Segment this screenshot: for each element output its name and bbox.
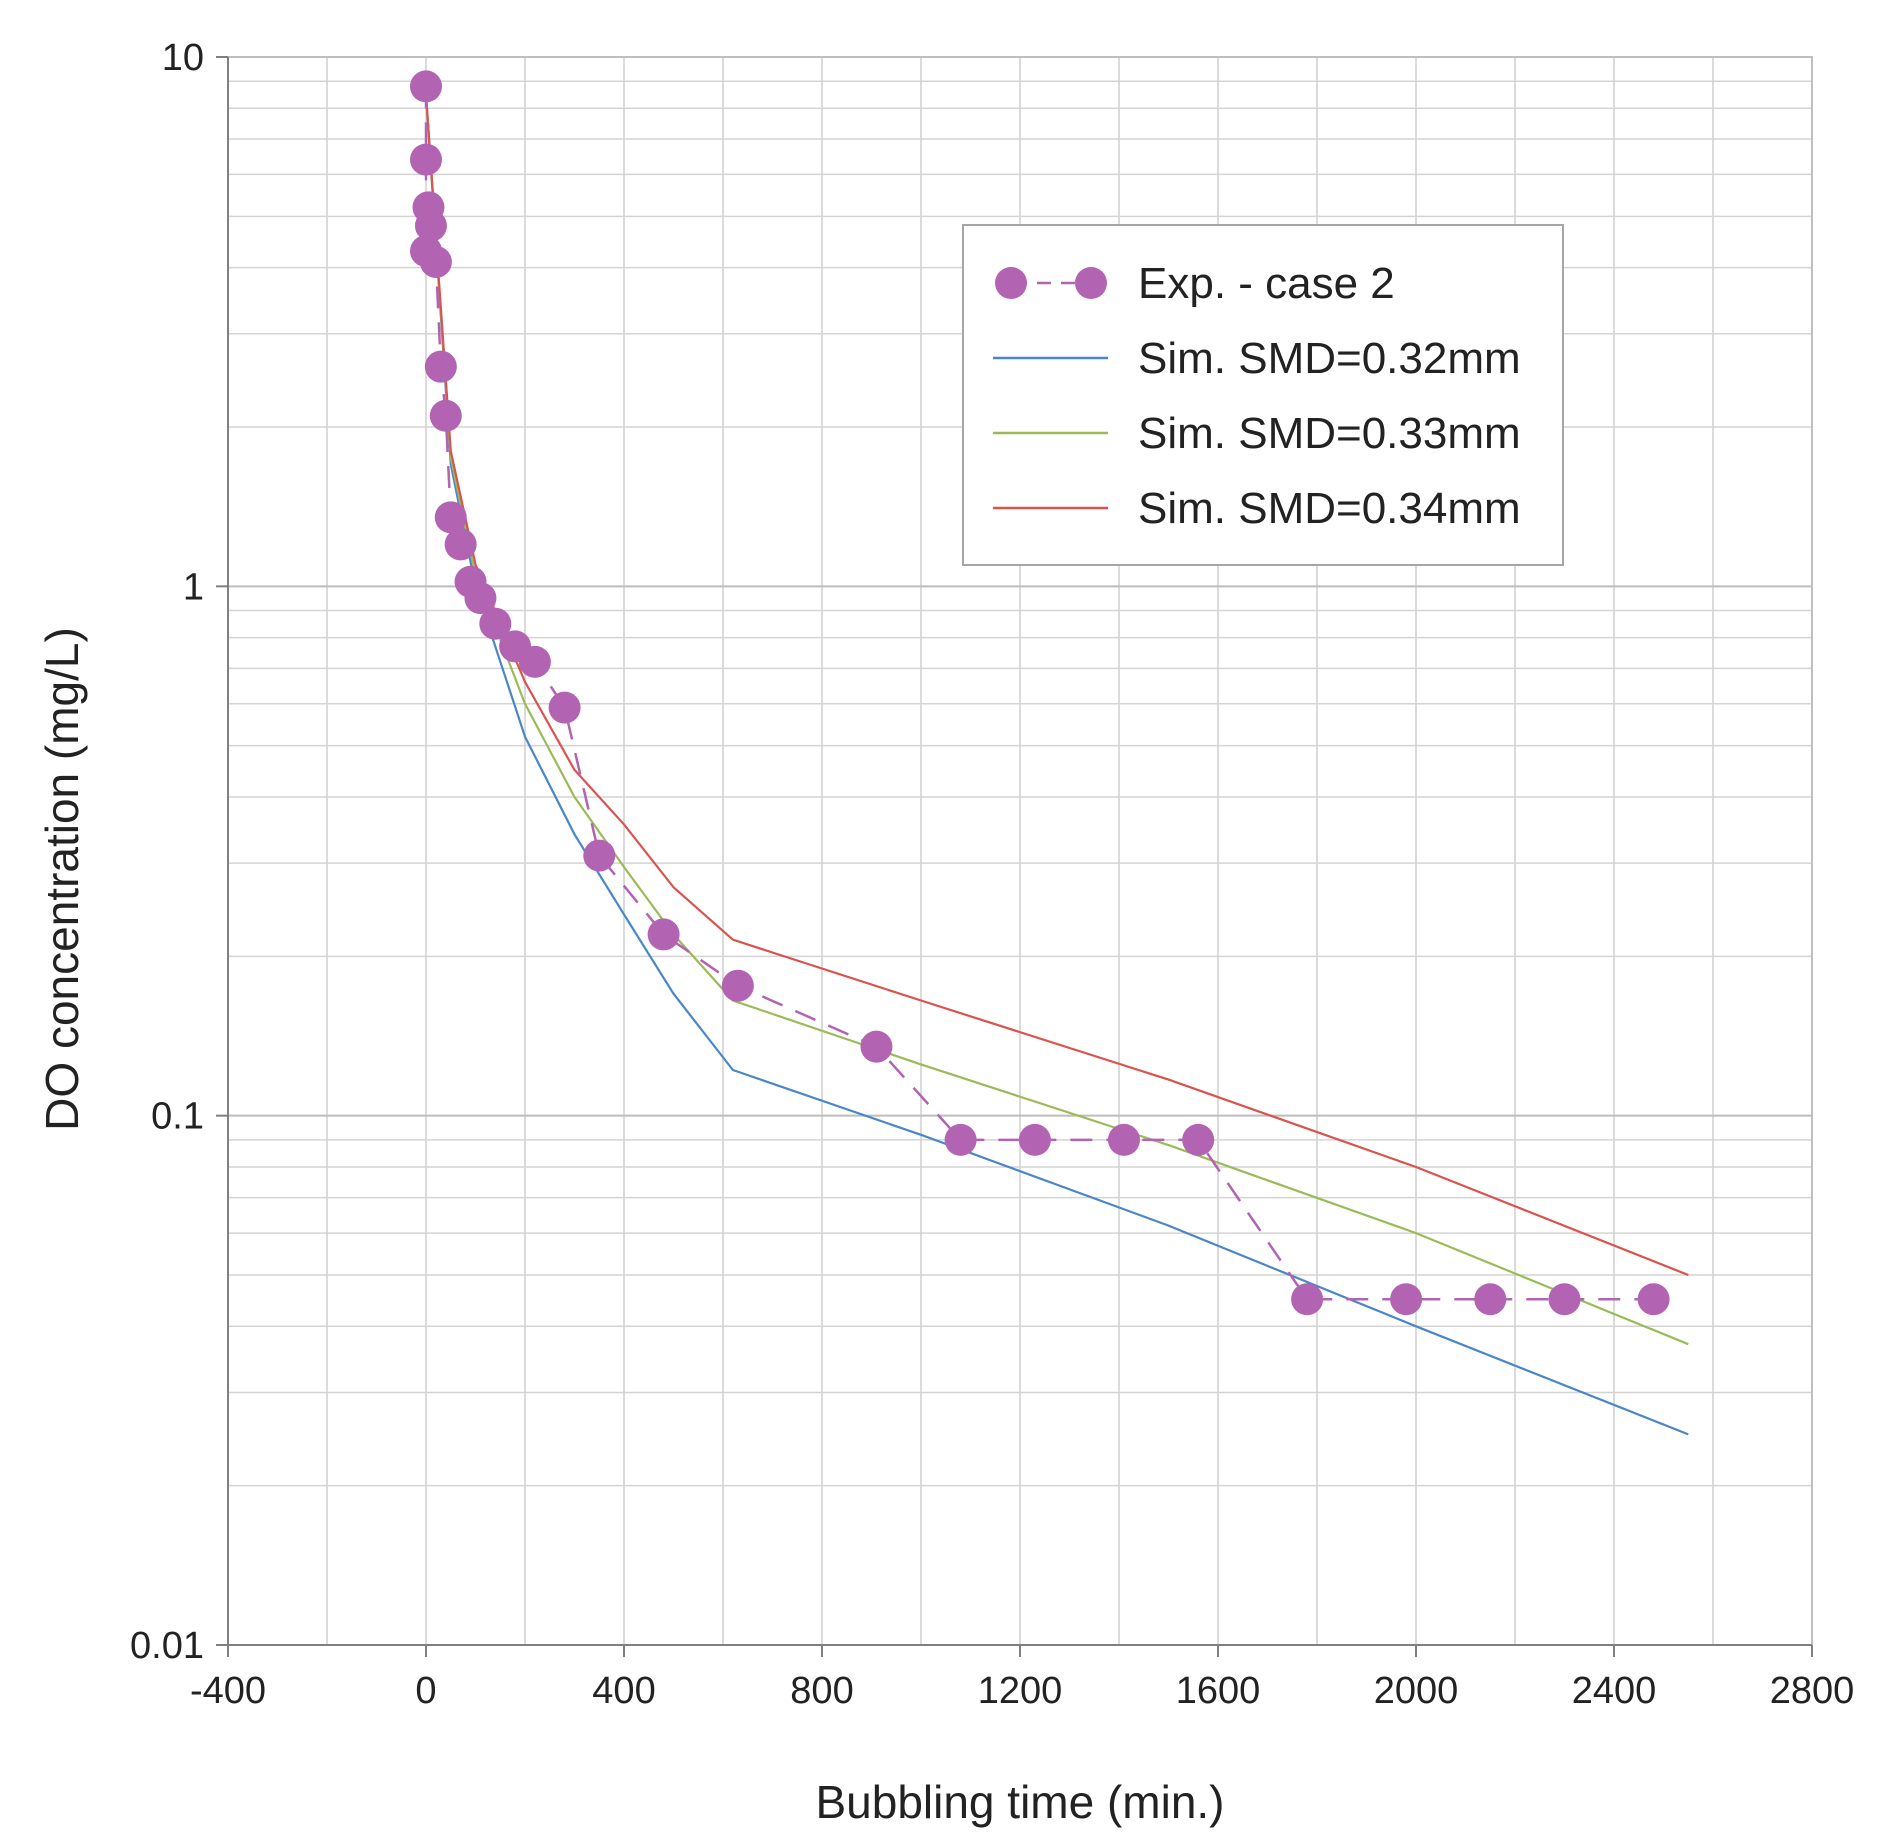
legend-label: Exp. - case 2 bbox=[1138, 259, 1395, 308]
exp-data-point bbox=[429, 399, 462, 432]
y-tick-label: 10 bbox=[162, 37, 204, 79]
exp-data-point bbox=[434, 501, 467, 534]
exp-data-point bbox=[414, 209, 447, 242]
y-tick-label: 0.1 bbox=[151, 1096, 204, 1138]
exp-data-point bbox=[464, 582, 497, 615]
exp-data-point bbox=[479, 607, 512, 640]
legend: Exp. - case 2 Sim. SMD=0.32mm Sim. SMD=0.3… bbox=[962, 224, 1564, 566]
x-tick-label: 0 bbox=[415, 1670, 436, 1712]
exp-data-point bbox=[410, 70, 442, 103]
exp-data-point bbox=[1548, 1283, 1581, 1316]
legend-swatch-marker bbox=[1075, 267, 1107, 299]
exp-data-point bbox=[1390, 1283, 1423, 1316]
x-tick-label: 1200 bbox=[978, 1670, 1063, 1712]
exp-data-point bbox=[410, 143, 442, 176]
exp-data-point bbox=[419, 245, 452, 278]
exp-data-point bbox=[721, 969, 754, 1002]
exp-data-point bbox=[548, 691, 581, 724]
x-tick-label: 1600 bbox=[1176, 1670, 1261, 1712]
x-tick-label: 800 bbox=[790, 1670, 853, 1712]
legend-swatch-marker bbox=[995, 267, 1027, 299]
exp-data-point bbox=[518, 645, 551, 678]
exp-data-point bbox=[1474, 1283, 1507, 1316]
exp-data-point bbox=[1291, 1283, 1324, 1316]
legend-label: Sim. SMD=0.33mm bbox=[1138, 409, 1521, 458]
exp-data-point bbox=[1182, 1123, 1215, 1156]
exp-data-point bbox=[583, 839, 616, 872]
exp-data-point bbox=[860, 1030, 893, 1063]
x-tick-label: 2000 bbox=[1374, 1670, 1459, 1712]
exp-data-point bbox=[424, 350, 457, 383]
x-tick-label: 2400 bbox=[1572, 1670, 1657, 1712]
tick-labels: -400 0 400 800 1200 1600 2000 2400 2800 0.01 0.1 1 1… bbox=[130, 37, 1854, 1712]
exp-data-point bbox=[647, 918, 680, 951]
y-axis-title: DO concentration (mg/L) bbox=[36, 627, 88, 1131]
exp-data-point bbox=[1637, 1283, 1670, 1316]
axes bbox=[216, 56, 1813, 1657]
y-tick-label: 0.01 bbox=[130, 1625, 204, 1667]
legend-label: Sim. SMD=0.34mm bbox=[1138, 484, 1521, 533]
x-tick-label: 400 bbox=[592, 1670, 655, 1712]
x-tick-label: -400 bbox=[190, 1670, 266, 1712]
legend-label: Sim. SMD=0.32mm bbox=[1138, 334, 1521, 383]
series-layer bbox=[410, 70, 1689, 1436]
y-tick-label: 1 bbox=[183, 566, 204, 608]
exp-data-point bbox=[1107, 1123, 1140, 1156]
x-axis-title: Bubbling time (min.) bbox=[815, 1776, 1224, 1828]
exp-data-point bbox=[1018, 1123, 1051, 1156]
exp-data-point bbox=[944, 1123, 977, 1156]
exp-data-point bbox=[444, 528, 477, 561]
x-tick-label: 2800 bbox=[1770, 1670, 1855, 1712]
